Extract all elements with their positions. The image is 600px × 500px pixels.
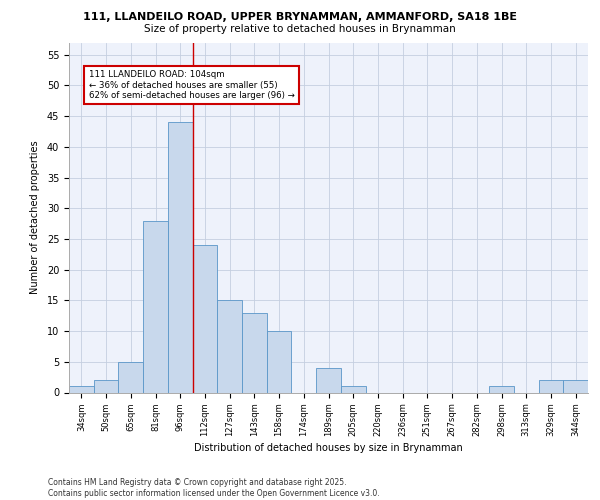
Text: 111, LLANDEILO ROAD, UPPER BRYNAMMAN, AMMANFORD, SA18 1BE: 111, LLANDEILO ROAD, UPPER BRYNAMMAN, AM… (83, 12, 517, 22)
Bar (242, 312, 267, 392)
Text: Contains HM Land Registry data © Crown copyright and database right 2025.
Contai: Contains HM Land Registry data © Crown c… (48, 478, 380, 498)
X-axis label: Distribution of detached houses by size in Brynamman: Distribution of detached houses by size … (194, 443, 463, 453)
Bar (193, 245, 217, 392)
Bar (341, 386, 365, 392)
Bar (539, 380, 563, 392)
Bar (118, 362, 143, 392)
Bar (217, 300, 242, 392)
Y-axis label: Number of detached properties: Number of detached properties (30, 140, 40, 294)
Bar (143, 220, 168, 392)
Bar (267, 331, 292, 392)
Bar (94, 380, 118, 392)
Bar (316, 368, 341, 392)
Bar (489, 386, 514, 392)
Bar (69, 386, 94, 392)
Bar (563, 380, 588, 392)
Text: 111 LLANDEILO ROAD: 104sqm
← 36% of detached houses are smaller (55)
62% of semi: 111 LLANDEILO ROAD: 104sqm ← 36% of deta… (89, 70, 295, 100)
Bar (168, 122, 193, 392)
Text: Size of property relative to detached houses in Brynamman: Size of property relative to detached ho… (144, 24, 456, 34)
